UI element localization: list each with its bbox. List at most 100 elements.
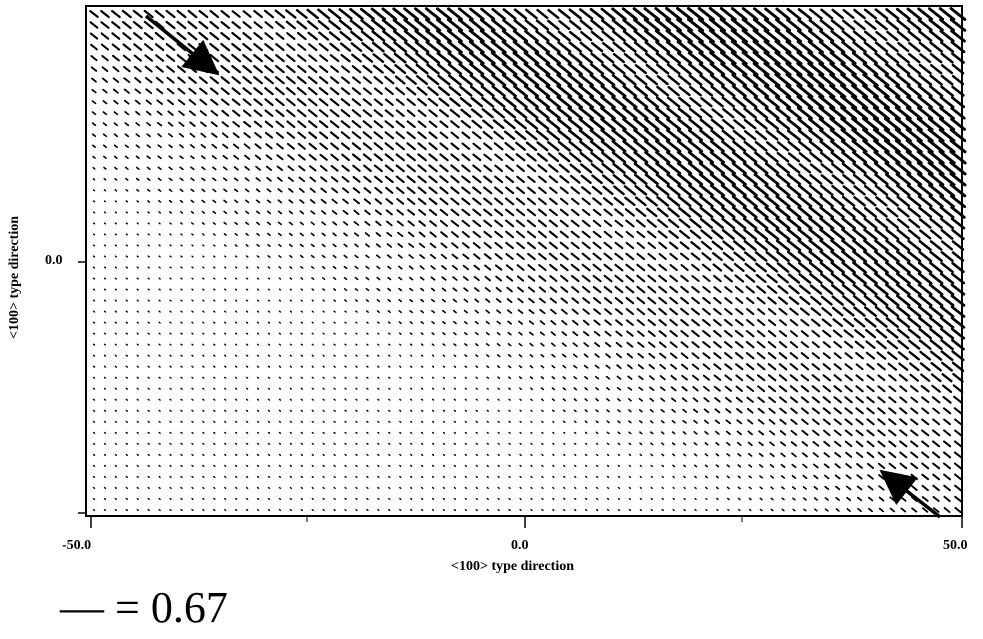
field-vector	[846, 508, 851, 512]
field-vector	[135, 110, 141, 116]
field-vector	[191, 431, 194, 434]
field-vector	[552, 442, 555, 445]
field-vector	[938, 139, 956, 154]
field-vector	[275, 86, 285, 96]
field-vector	[669, 341, 678, 349]
field-vector	[169, 486, 172, 489]
field-vector	[929, 327, 944, 340]
field-vector	[355, 310, 358, 313]
field-vector	[633, 106, 649, 120]
field-vector	[388, 475, 391, 478]
field-vector	[748, 475, 752, 479]
field-vector	[285, 9, 297, 19]
field-vector	[551, 387, 556, 391]
field-vector	[702, 363, 711, 370]
field-vector	[333, 310, 336, 313]
field-vector	[745, 297, 755, 305]
field-vector	[797, 239, 813, 252]
field-vector	[406, 186, 416, 195]
field-vector	[479, 51, 496, 65]
field-vector	[811, 341, 820, 349]
field-vector	[289, 420, 292, 423]
field-vector	[275, 32, 285, 40]
field-vector	[873, 62, 889, 76]
field-vector	[682, 442, 687, 446]
field-vector	[431, 420, 435, 423]
field-vector	[124, 166, 129, 170]
field-vector	[220, 53, 231, 63]
field-vector	[689, 218, 702, 229]
field-vector	[234, 354, 238, 357]
field-vector	[789, 307, 799, 316]
field-vector	[278, 442, 282, 445]
field-vector	[156, 99, 163, 105]
field-vector	[710, 118, 724, 130]
field-vector	[603, 252, 613, 261]
field-vector	[709, 184, 725, 197]
field-vector	[589, 7, 605, 21]
field-vector	[333, 387, 336, 390]
field-vector	[393, 52, 407, 64]
field-vector	[552, 497, 555, 500]
field-vector	[752, 73, 770, 87]
field-vector	[322, 365, 325, 368]
field-vector	[100, 9, 110, 19]
field-vector	[557, 118, 572, 131]
field-vector	[558, 152, 571, 163]
field-vector	[114, 398, 118, 401]
field-vector	[639, 464, 642, 467]
field-vector	[896, 294, 911, 307]
field-vector	[595, 497, 599, 500]
field-vector	[242, 109, 252, 117]
field-vector	[589, 129, 605, 142]
field-vector	[855, 385, 864, 393]
field-vector	[873, 161, 890, 175]
field-vector	[810, 295, 822, 306]
field-vector	[495, 298, 502, 303]
field-vector	[344, 420, 347, 423]
field-vector	[384, 142, 395, 151]
field-vector	[519, 508, 522, 512]
field-vector	[852, 151, 868, 164]
field-vector	[224, 497, 227, 500]
field-vector	[812, 429, 820, 436]
field-vector	[289, 321, 292, 324]
field-vector	[789, 352, 799, 360]
field-vector	[928, 195, 944, 208]
field-vector	[394, 64, 407, 75]
field-vector	[775, 95, 792, 109]
field-vector	[699, 195, 714, 208]
field-vector	[897, 207, 910, 218]
field-vector	[556, 95, 573, 109]
field-vector	[439, 208, 449, 217]
field-vector	[123, 88, 130, 94]
field-vector	[661, 508, 664, 512]
field-vector	[300, 409, 303, 412]
field-vector	[654, 29, 671, 43]
field-vector	[747, 452, 753, 457]
field-vector	[538, 297, 546, 304]
field-vector	[616, 353, 622, 359]
field-vector	[796, 40, 814, 54]
field-vector	[256, 387, 260, 390]
field-vector	[395, 120, 405, 129]
field-vector	[176, 65, 186, 73]
field-vector	[234, 497, 238, 500]
field-vector	[298, 165, 306, 172]
field-vector	[600, 140, 616, 153]
field-vector	[245, 221, 250, 226]
field-vector	[333, 288, 337, 291]
field-vector	[877, 374, 886, 382]
y-tick-label-zero: 0.0	[45, 253, 63, 268]
field-vector	[480, 85, 495, 98]
field-vector	[578, 73, 594, 87]
field-vector	[644, 52, 659, 64]
field-vector	[245, 497, 249, 500]
field-vector	[951, 85, 965, 97]
field-vector	[245, 299, 249, 302]
field-vector	[647, 252, 657, 261]
field-vector	[830, 195, 845, 208]
field-vector	[906, 272, 922, 285]
field-vector	[611, 106, 627, 120]
field-vector	[333, 343, 336, 346]
